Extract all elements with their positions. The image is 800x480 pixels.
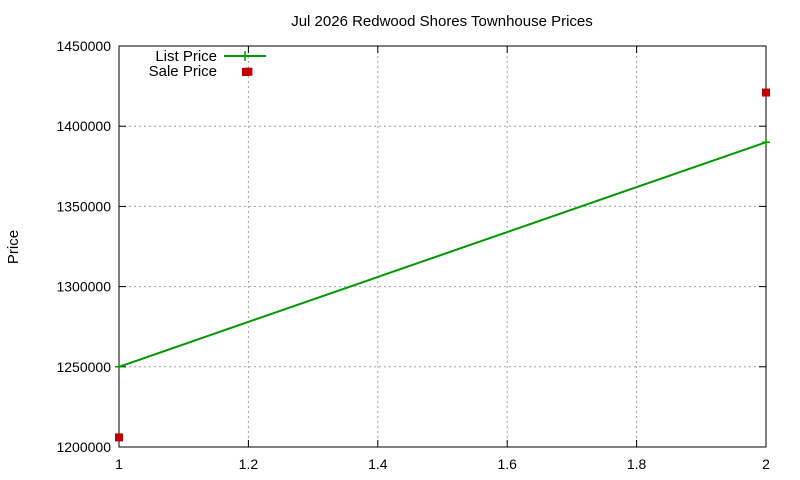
y-tick-label: 1450000 [56, 38, 111, 54]
chart-title: Jul 2026 Redwood Shores Townhouse Prices [291, 13, 593, 30]
legend-marker-list-price [240, 51, 250, 61]
y-tick-label: 1350000 [56, 198, 111, 214]
y-tick-label: 1250000 [56, 359, 111, 375]
data-point-sale-price [115, 433, 123, 442]
series [115, 67, 770, 442]
grid [119, 46, 766, 447]
y-tick-label: 1400000 [56, 118, 111, 134]
x-tick-label: 1.4 [368, 456, 388, 472]
y-tick-label: 1200000 [56, 439, 111, 455]
y-tick-label: 1300000 [56, 279, 111, 295]
y-axis-label: Price [5, 230, 22, 264]
legend-label-sale-price: Sale Price [149, 63, 217, 80]
data-point-list-price [115, 362, 123, 371]
x-tick-label: 1.8 [627, 456, 647, 472]
x-tick-label: 1.2 [239, 456, 259, 472]
x-tick-label: 1.6 [497, 456, 517, 472]
legend-swatch-sale-price [242, 68, 250, 76]
data-point-list-price [762, 138, 770, 147]
series-line-list-price [118, 141, 767, 368]
plot-frame [118, 45, 767, 448]
x-tick-label: 2 [762, 456, 770, 472]
legend: List Price Sale Price [149, 48, 266, 80]
legend-label-list-price: List Price [155, 48, 217, 65]
x-tick-label: 1 [115, 456, 123, 472]
axis-ticks: 1 1.2 1.4 1.6 1.8 2 1200000 1250000 1300000 13500… [56, 38, 770, 472]
data-point-sale-price [762, 88, 770, 97]
